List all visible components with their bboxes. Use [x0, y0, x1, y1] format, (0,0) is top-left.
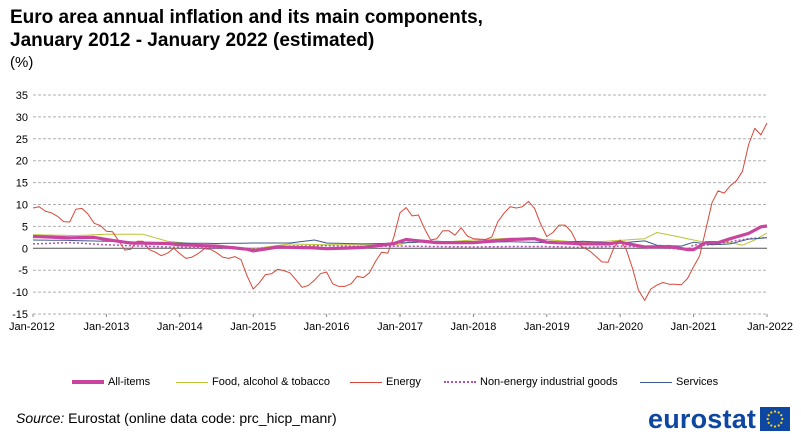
y-tick-label: 25 — [16, 134, 28, 146]
legend-label-all-items: All-items — [108, 376, 151, 388]
x-tick-label: Jan-2013 — [83, 321, 129, 333]
y-tick-label: 10 — [16, 200, 28, 212]
gridlines — [33, 94, 767, 315]
y-tick-label: 15 — [16, 178, 28, 190]
y-tick-label: -10 — [12, 287, 28, 299]
legend-item-food: Food, alcohol & tobacco — [176, 372, 330, 392]
axis-ticks: -15 -10 -5 0 5 10 15 20 25 30 35 Jan-2012 Jan-2013 Ja… — [9, 90, 793, 333]
x-tick-label: Jan-2015 — [230, 321, 276, 333]
chart-title-line2: January 2012 - January 2022 (estimated) — [10, 30, 375, 51]
x-tick-label: Jan-2014 — [157, 321, 203, 333]
x-tick-label: Jan-2017 — [377, 321, 423, 333]
legend-swatch-energy — [350, 381, 382, 383]
x-tick-label: Jan-2022 — [747, 321, 793, 333]
x-tick-label: Jan-2012 — [9, 321, 55, 333]
eurostat-logo: eurostat — [648, 403, 791, 434]
legend-label-non-energy: Non-energy industrial goods — [480, 376, 618, 388]
legend-swatch-food — [176, 381, 208, 383]
chart-title-line1: Euro area annual inflation and its main … — [10, 7, 483, 28]
source-note: Source: Eurostat (online data code: prc_… — [16, 410, 337, 426]
legend-swatch-non-energy — [444, 381, 476, 383]
y-tick-label: 30 — [16, 112, 28, 124]
y-tick-label: -5 — [18, 265, 28, 277]
legend-item-services: Services — [640, 372, 718, 392]
legend-item-energy: Energy — [350, 372, 421, 392]
x-tick-label: Jan-2021 — [671, 321, 717, 333]
chart-title: Euro area annual inflation and its main … — [10, 6, 483, 52]
legend-swatch-all-items — [72, 380, 104, 384]
unit-label: (%) — [10, 54, 34, 71]
legend-label-food: Food, alcohol & tobacco — [212, 376, 331, 388]
legend-item-all-items: All-items — [72, 372, 150, 392]
legend-swatch-services — [640, 381, 672, 383]
logo-wordmark: eurostat — [648, 403, 757, 434]
series-line-food — [32, 232, 768, 250]
source-label: Source: — [16, 410, 65, 426]
legend-item-non-energy: Non-energy industrial goods — [444, 372, 618, 392]
x-tick-label: Jan-2016 — [304, 321, 350, 333]
y-tick-label: 5 — [22, 221, 28, 233]
x-tick-label: Jan-2018 — [450, 321, 496, 333]
series-line-all-items — [32, 224, 768, 253]
x-tick-label: Jan-2020 — [597, 321, 643, 333]
y-tick-label: 35 — [16, 90, 28, 102]
source-text: Eurostat (online data code: prc_hicp_man… — [64, 410, 337, 426]
y-tick-label: 0 — [22, 243, 28, 255]
eu-flag-icon — [760, 407, 791, 431]
legend: All-items Food, alcohol & tobacco Energy… — [0, 372, 801, 392]
series-lines — [32, 122, 768, 301]
y-tick-label: 20 — [16, 156, 28, 168]
x-tick-label: Jan-2019 — [524, 321, 570, 333]
legend-label-energy: Energy — [386, 376, 421, 388]
legend-label-services: Services — [676, 376, 719, 388]
y-tick-label: -15 — [12, 309, 28, 321]
series-line-energy — [32, 122, 768, 301]
